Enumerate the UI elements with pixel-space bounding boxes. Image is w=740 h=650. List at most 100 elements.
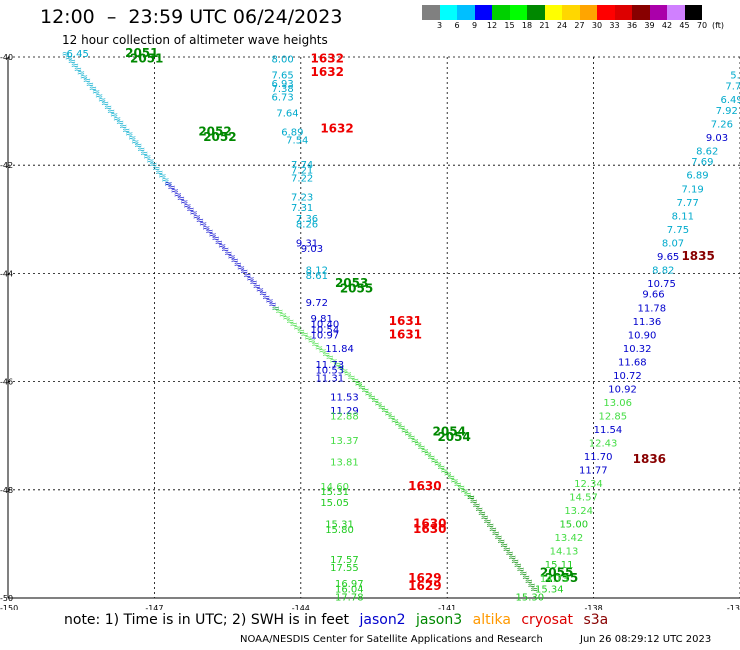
track-sample: ≈ [472, 501, 480, 512]
legend-swatch [457, 5, 475, 20]
track-sample: ≈ [460, 486, 468, 497]
track-sample: ≈ [467, 493, 475, 504]
track-sample: ≈ [381, 406, 389, 417]
track-sample: ≈ [158, 171, 166, 182]
wave-height-label: 10.54 [311, 325, 340, 336]
track-sample: ≈ [378, 402, 386, 413]
time-label: 2055 [545, 571, 578, 585]
mission-jason2: jason2 [359, 612, 406, 628]
legend-swatch [579, 5, 597, 20]
track-sample: ≈ [262, 292, 270, 303]
wave-height-label: 12.34 [574, 479, 603, 490]
wave-height-label: 7.75 [667, 225, 689, 236]
track-sample: ≈ [454, 479, 462, 490]
track-sample: ≈ [483, 517, 491, 528]
wave-height-label: 7.54 [286, 136, 308, 147]
wave-height-label: 7.22 [291, 173, 313, 184]
wave-height-label: 6.73 [272, 92, 294, 103]
track-sample: ≈ [230, 256, 238, 267]
wave-height-label: 14.13 [550, 547, 579, 558]
legend-label: 30 [591, 21, 603, 30]
legend-unit: (ft) [711, 21, 725, 30]
time-label: 1835 [681, 249, 714, 263]
track-sample: ≈ [308, 336, 316, 347]
legend-label: 70 [696, 21, 708, 30]
wave-height-plot: -40 -42 -44 -46 -48 -50-150 -147 -144 -141 -138 -1… [0, 46, 740, 610]
wave-height-label: 7.26 [711, 119, 733, 130]
track-sample: ≈ [340, 366, 348, 377]
track-sample: ≈ [368, 392, 376, 403]
track-sample: ≈ [249, 278, 257, 289]
y-tick-label: -50 [0, 594, 13, 603]
legend-swatch [649, 5, 667, 20]
track-sample: ≈ [149, 160, 157, 171]
track-sample: ≈ [189, 208, 197, 219]
track-sample: ≈ [268, 300, 276, 311]
legend-swatch [614, 5, 632, 20]
track-sample: ≈ [221, 245, 229, 256]
track-sample: ≈ [164, 179, 172, 190]
track-sample: ≈ [437, 463, 445, 474]
legend-label: 18 [521, 21, 533, 30]
track-sample: ≈ [371, 396, 379, 407]
track-sample: ≈ [275, 307, 283, 318]
track-sample: ≈ [101, 99, 109, 110]
time-label: 1632 [311, 65, 344, 79]
track-sample: ≈ [125, 129, 133, 140]
time-label: 2053 [335, 276, 368, 290]
track-sample: ≈ [122, 125, 130, 136]
time-label: 2051 [130, 51, 163, 65]
wave-height-label: 11.78 [638, 303, 667, 314]
track-sample: ≈ [358, 382, 366, 393]
track-sample: ≈ [92, 87, 100, 98]
track-sample: ≈ [199, 219, 207, 230]
track-sample: ≈ [65, 53, 73, 64]
time-label: 2055 [340, 281, 373, 295]
track-sample: ≈ [186, 204, 194, 215]
track-sample: ≈ [259, 289, 267, 300]
track-sample: ≈ [183, 201, 191, 212]
wave-height-label: 16.04 [335, 585, 364, 596]
track-sample: ≈ [344, 369, 352, 380]
track-sample: ≈ [134, 141, 142, 152]
y-tick-label: -40 [0, 53, 13, 62]
track-sample: ≈ [234, 259, 242, 270]
track-sample: ≈ [329, 356, 337, 367]
mission-altika: altika [472, 612, 511, 628]
track-sample: ≈ [336, 363, 344, 374]
y-tick-label: -42 [0, 161, 13, 170]
wave-height-label: 11.53 [330, 393, 359, 404]
track-sample: ≈ [469, 497, 477, 508]
track-sample: ≈ [500, 541, 508, 552]
legend-label: 3 [436, 21, 443, 30]
track-sample: ≈ [430, 456, 438, 467]
footer-credit: NOAA/NESDIS Center for Satellite Applica… [240, 634, 543, 645]
page-title: 12:00 – 23:59 UTC 06/24/2023 [40, 6, 343, 28]
track-sample: ≈ [177, 193, 185, 204]
track-sample: ≈ [146, 156, 154, 167]
legend-label: 36 [626, 21, 638, 30]
legend-label: 45 [679, 21, 690, 30]
legend-label: 6 [454, 21, 460, 30]
legend-swatch [527, 5, 545, 20]
legend-label: 21 [539, 21, 550, 30]
wave-height-label: 14.60 [320, 482, 349, 493]
y-tick-label: -46 [0, 378, 13, 387]
x-tick-label: -147 [145, 604, 163, 610]
track-sample: ≈ [315, 343, 323, 354]
track-sample: ≈ [110, 110, 118, 121]
wave-height-label: 8.07 [662, 238, 684, 249]
track-sample: ≈ [170, 186, 178, 197]
wave-height-label: 7.77 [677, 198, 699, 209]
wave-height-label: 8.62 [696, 146, 718, 157]
track-sample: ≈ [467, 493, 475, 504]
track-sample: ≈ [326, 353, 334, 364]
track-sample: ≈ [514, 561, 522, 572]
track-sample: ≈ [155, 167, 163, 178]
wave-height-label: 16.97 [335, 579, 364, 590]
wave-height-label: 14.57 [569, 493, 598, 504]
wave-height-label: 9.03 [301, 244, 323, 255]
wave-height-label: 7.21 [291, 165, 313, 176]
track-sample: ≈ [447, 473, 455, 484]
legend-swatch [667, 5, 685, 20]
